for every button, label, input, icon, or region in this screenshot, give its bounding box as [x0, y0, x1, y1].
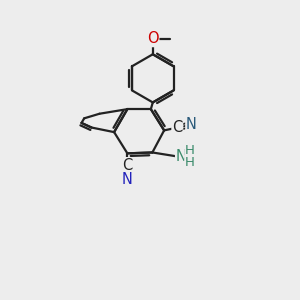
Text: H: H	[185, 156, 195, 169]
Text: C: C	[172, 120, 182, 135]
Text: N: N	[122, 172, 133, 187]
Text: C: C	[122, 158, 133, 173]
Text: H: H	[185, 144, 195, 157]
Text: N: N	[176, 149, 187, 164]
Text: O: O	[147, 32, 159, 46]
Text: N: N	[186, 117, 197, 132]
